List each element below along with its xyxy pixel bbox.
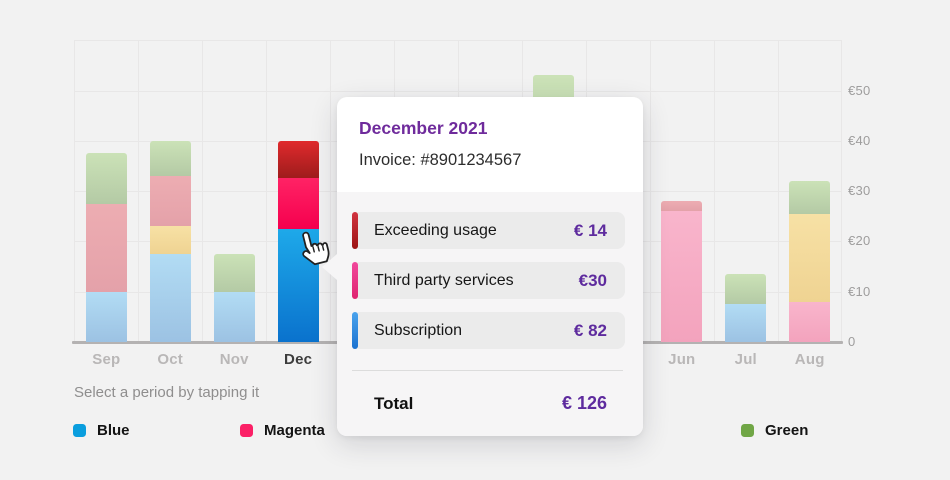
bar-segment-sep-green[interactable] [85, 153, 127, 204]
gridline-vertical [841, 40, 843, 342]
x-label-dec[interactable]: Dec [284, 351, 313, 368]
bar-segment-jun-red[interactable] [661, 201, 703, 212]
bar-jun[interactable] [661, 201, 703, 342]
legend-item-blue: Blue [73, 422, 130, 439]
x-label-sep[interactable]: Sep [92, 351, 121, 368]
gridline-vertical [777, 40, 779, 342]
tooltip-body: Exceeding usage € 14 Third party service… [337, 192, 643, 436]
tooltip-invoice-number: Invoice: #8901234567 [359, 151, 522, 169]
bar-oct[interactable] [149, 140, 191, 342]
bar-dec[interactable] [277, 140, 319, 342]
bar-segment-nov-blue[interactable] [213, 291, 255, 342]
blue-accent-bar [352, 312, 358, 349]
red-accent-bar [352, 212, 358, 249]
bar-segment-dec-magenta[interactable] [277, 178, 319, 229]
bar-aug[interactable] [789, 181, 831, 342]
bar-segment-sep-blue[interactable] [85, 291, 127, 342]
bar-segment-aug-magenta[interactable] [789, 301, 831, 342]
y-tick-10: €10 [848, 283, 871, 299]
magenta-accent-bar [352, 262, 358, 299]
legend-swatch-green [741, 424, 754, 437]
tooltip-row-third-party-services: Third party services €30 [352, 262, 625, 299]
tooltip-row-subscription: Subscription € 82 [352, 312, 625, 349]
bar-segment-aug-green[interactable] [789, 181, 831, 214]
row-label: Third party services [374, 271, 514, 289]
y-tick-30: €30 [848, 183, 871, 199]
gridline-horizontal [74, 40, 842, 42]
tooltip-divider [352, 370, 623, 371]
x-label-jul[interactable]: Jul [734, 351, 757, 368]
gridline-horizontal [74, 90, 842, 92]
bar-segment-oct-green[interactable] [149, 140, 191, 176]
gridline-vertical [649, 40, 651, 342]
legend-label: Blue [97, 422, 130, 439]
bar-jul[interactable] [725, 274, 767, 342]
gridline-vertical [265, 40, 267, 342]
x-label-jun[interactable]: Jun [668, 351, 696, 368]
total-value: € 126 [561, 393, 607, 413]
y-tick-20: €20 [848, 233, 871, 249]
legend-swatch-blue [73, 424, 86, 437]
x-label-oct[interactable]: Oct [157, 351, 183, 368]
bar-segment-jul-green[interactable] [725, 274, 767, 305]
legend-item-magenta: Magenta [240, 422, 325, 439]
bar-segment-nov-green[interactable] [213, 254, 255, 292]
tooltip-title: December 2021 [359, 118, 488, 138]
gridline-vertical [137, 40, 139, 342]
bar-segment-oct-red[interactable] [149, 175, 191, 227]
legend-label: Magenta [264, 422, 325, 439]
tooltip-total-row: Total € 126 [352, 393, 625, 414]
hint-text: Select a period by tapping it [74, 384, 260, 401]
bar-segment-aug-yellow[interactable] [789, 213, 831, 302]
y-tick-50: €50 [848, 82, 871, 98]
x-label-aug[interactable]: Aug [794, 351, 825, 368]
hand-cursor-icon [302, 231, 330, 266]
tooltip-header: December 2021 Invoice: #8901234567 [337, 97, 643, 192]
bar-segment-dec-red[interactable] [277, 140, 319, 179]
bar-segment-oct-blue[interactable] [149, 253, 191, 342]
bar-segment-sep-red[interactable] [85, 203, 127, 292]
gridline-vertical [74, 40, 75, 342]
bar-segment-jul-blue[interactable] [725, 304, 767, 342]
y-tick-0: 0 [848, 334, 856, 349]
bar-sep[interactable] [85, 153, 127, 342]
gridline-vertical [713, 40, 715, 342]
y-tick-40: €40 [848, 132, 871, 148]
bar-nov[interactable] [213, 254, 255, 342]
total-label: Total [374, 393, 414, 413]
tooltip-row-exceeding-usage: Exceeding usage € 14 [352, 212, 625, 249]
invoice-tooltip: December 2021 Invoice: #8901234567 Excee… [322, 97, 643, 436]
bar-segment-jun-magenta[interactable] [661, 211, 703, 342]
gridline-vertical [201, 40, 203, 342]
row-label: Exceeding usage [374, 221, 497, 239]
row-label: Subscription [374, 321, 463, 339]
legend-label: Green [765, 422, 809, 439]
legend-swatch-magenta [240, 424, 253, 437]
row-value: €30 [578, 270, 607, 290]
row-value: € 82 [573, 320, 607, 340]
x-label-nov[interactable]: Nov [219, 351, 249, 368]
bar-segment-oct-yellow[interactable] [149, 226, 191, 254]
row-value: € 14 [573, 220, 607, 240]
legend-item-green: Green [741, 422, 808, 439]
gridline-vertical [329, 40, 331, 342]
